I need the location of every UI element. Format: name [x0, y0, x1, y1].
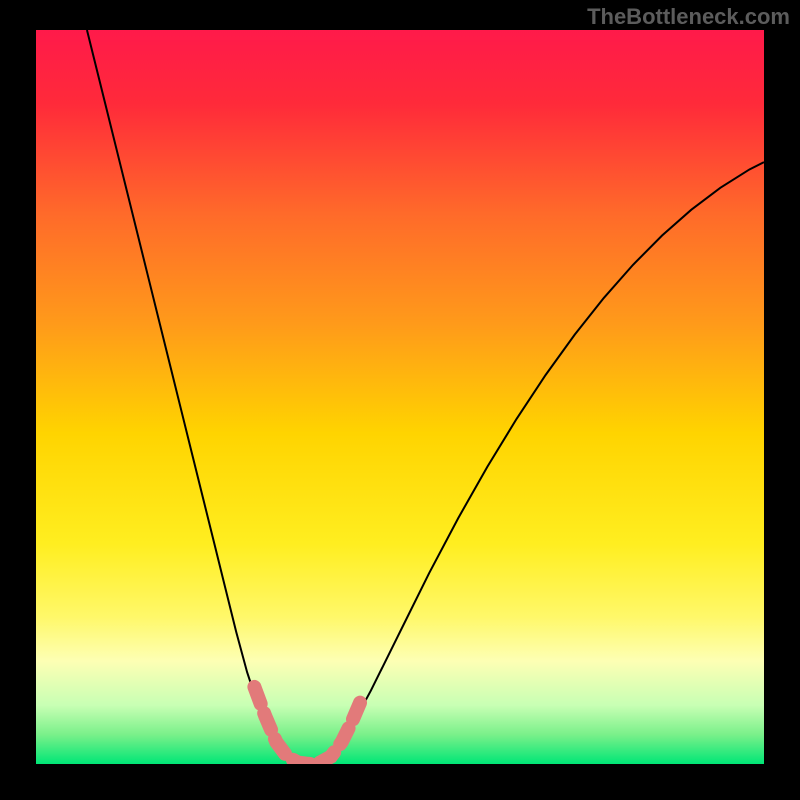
watermark-text: TheBottleneck.com: [587, 4, 790, 30]
plot-background: [36, 30, 764, 764]
chart-svg: [0, 0, 800, 800]
chart-container: { "meta": { "width": 800, "height": 800,…: [0, 0, 800, 800]
